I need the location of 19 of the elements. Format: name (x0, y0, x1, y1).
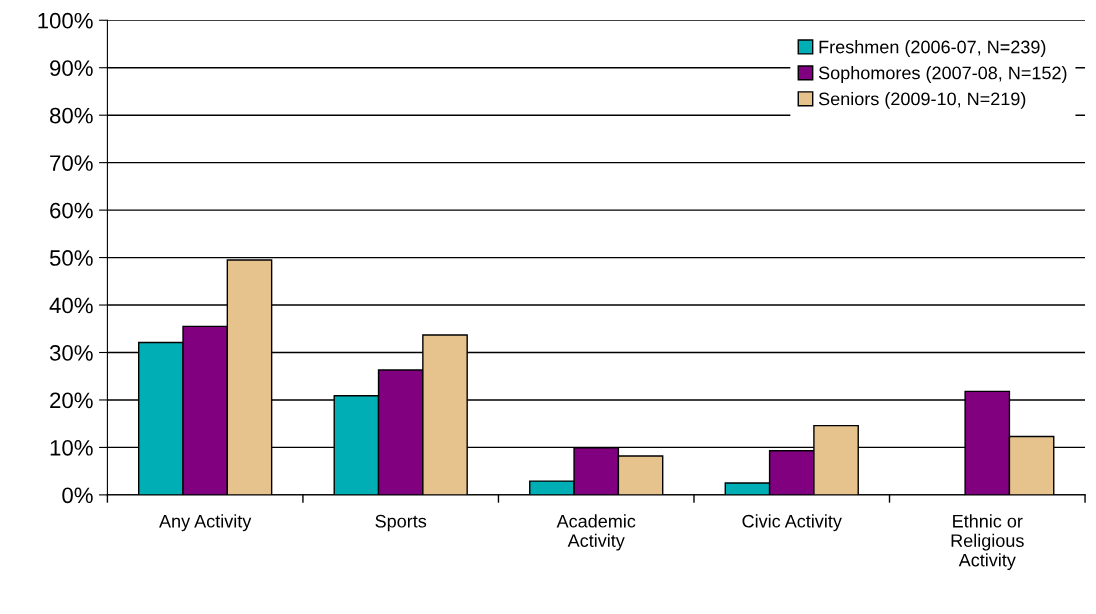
y-tick-label: 80% (50, 107, 93, 124)
legend-label: Freshmen (2006-07, N=239) (819, 40, 1046, 57)
y-tick-label: 10% (50, 439, 93, 456)
y-tick-label: 40% (49, 297, 93, 314)
y-tick-label: 100% (38, 12, 93, 29)
x-tick-label: Ethnic or Religious Activity (951, 514, 1024, 571)
y-tick-label: 70% (50, 155, 93, 171)
x-tick-label: Academic Activity (556, 514, 636, 551)
legend-label: Sophomores (2007-08, N=152) (818, 66, 1067, 83)
y-tick-label: 60% (50, 202, 93, 219)
x-tick-label: Any Activity (159, 514, 252, 532)
y-tick-label: 0% (62, 487, 93, 504)
y-tick-label: 50% (49, 250, 93, 266)
y-tick-label: 20% (50, 392, 93, 409)
x-tick-label: Sports (375, 514, 427, 532)
legend-label: Seniors (2009-10, N=219) (818, 92, 1026, 109)
y-tick-label: 90% (50, 60, 93, 76)
y-tick-label: 30% (49, 345, 93, 361)
x-tick-label: Civic Activity (742, 514, 842, 532)
